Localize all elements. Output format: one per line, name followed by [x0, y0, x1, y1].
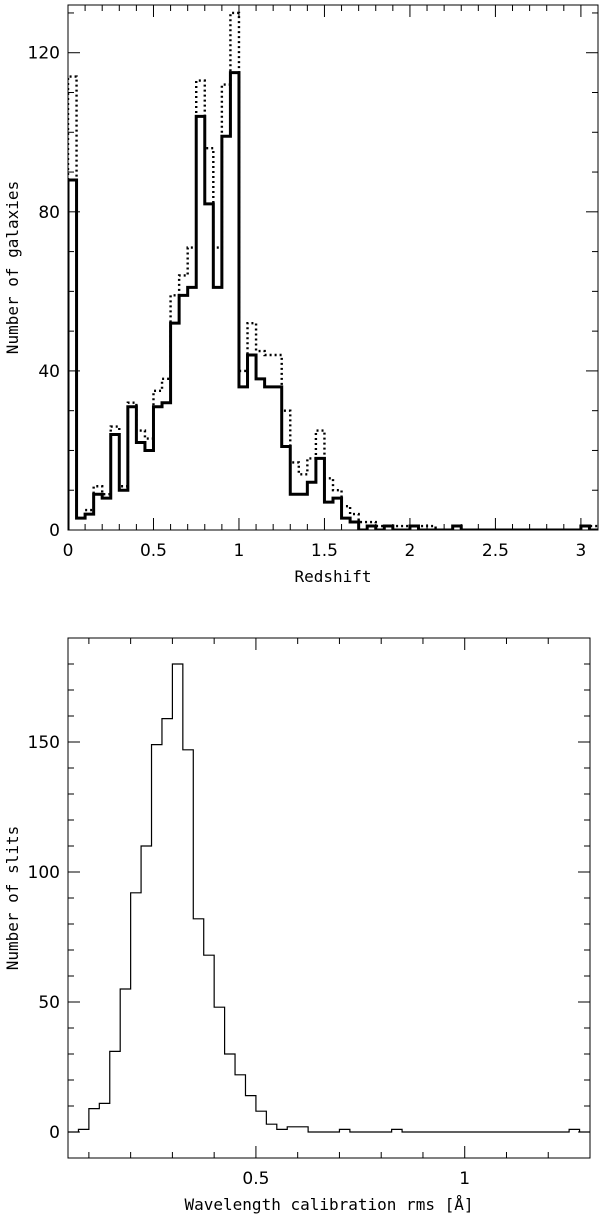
x-tick-label: 1.5 — [311, 541, 338, 561]
y-tick-label: 50 — [38, 993, 60, 1013]
histogram-line-dotted — [68, 11, 598, 530]
y-tick-label: 0 — [49, 1123, 60, 1143]
axis-ticks — [68, 637, 591, 1159]
x-tick-label: 1 — [459, 1169, 470, 1189]
x-tick-labels: 0.5 1 — [242, 1169, 470, 1189]
x-tick-label: 2 — [405, 541, 416, 561]
y-axis-title: Number of galaxies — [3, 181, 22, 354]
y-tick-labels: 0 50 100 150 — [28, 733, 60, 1143]
y-tick-label: 120 — [28, 44, 60, 64]
x-tick-label: 3 — [575, 541, 586, 561]
y-tick-label: 40 — [38, 362, 60, 382]
x-tick-label: 1 — [234, 541, 245, 561]
x-axis-title: Redshift — [294, 567, 371, 586]
y-tick-label: 80 — [38, 203, 60, 223]
x-tick-label: 0.5 — [242, 1169, 269, 1189]
y-tick-label: 100 — [28, 863, 60, 883]
x-axis-title: Wavelength calibration rms [Å] — [185, 1195, 474, 1214]
histogram-line-solid — [68, 663, 590, 1133]
plot-frame — [67, 637, 591, 1159]
y-tick-label: 0 — [49, 521, 60, 541]
histogram-series — [68, 663, 590, 1133]
y-axis-title: Number of slits — [3, 826, 22, 971]
histogram-series — [68, 11, 598, 530]
histogram-line-solid — [68, 71, 598, 530]
x-tick-labels: 0 0.5 1 1.5 2 2.5 3 — [63, 541, 587, 561]
y-tick-labels: 0 40 80 120 — [28, 44, 60, 541]
x-tick-label: 0.5 — [140, 541, 167, 561]
redshift-histogram-panel: 0 0.5 1 1.5 2 2.5 3 0 40 80 120 Redshift Number o… — [3, 4, 599, 586]
x-tick-label: 0 — [63, 541, 74, 561]
x-tick-label: 2.5 — [482, 541, 509, 561]
y-tick-label: 150 — [28, 733, 60, 753]
